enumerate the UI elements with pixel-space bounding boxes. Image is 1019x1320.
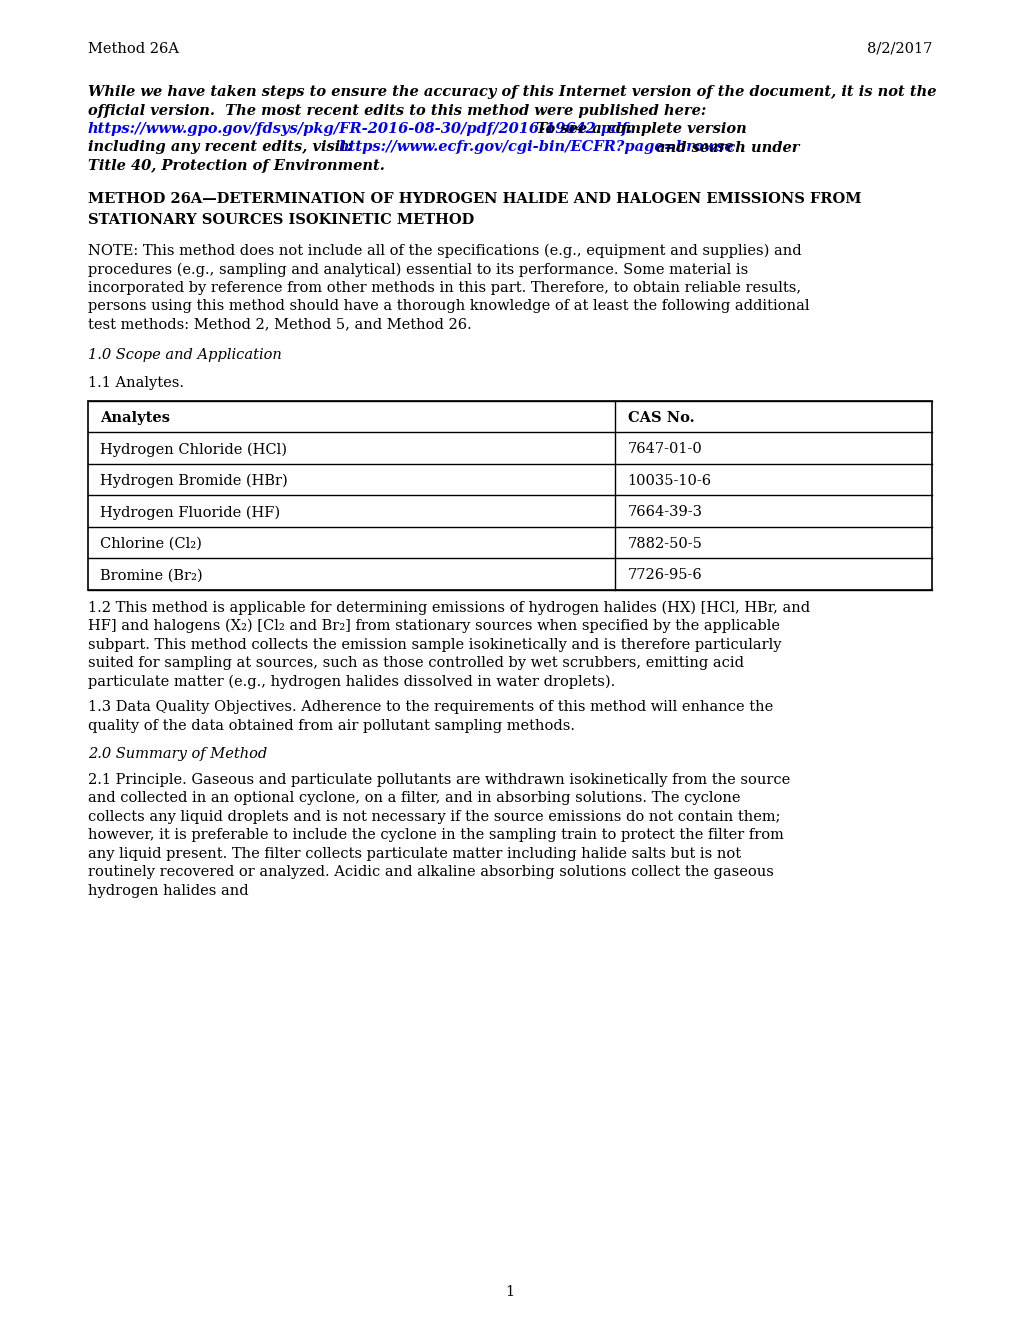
Text: procedures (e.g., sampling and analytical) essential to its performance. Some ma: procedures (e.g., sampling and analytica… <box>88 263 748 277</box>
Text: 7647-01-0: 7647-01-0 <box>627 442 701 457</box>
Text: 1.3 Data Quality Objectives. Adherence to the requirements of this method will e: 1.3 Data Quality Objectives. Adherence t… <box>88 701 772 714</box>
Text: HF] and halogens (X₂) [Cl₂ and Br₂] from stationary sources when specified by th: HF] and halogens (X₂) [Cl₂ and Br₂] from… <box>88 619 780 634</box>
Text: including any recent edits, visit:: including any recent edits, visit: <box>88 140 363 154</box>
Text: persons using this method should have a thorough knowledge of at least the follo: persons using this method should have a … <box>88 300 809 313</box>
Text: CAS No.: CAS No. <box>627 411 694 425</box>
Text: suited for sampling at sources, such as those controlled by wet scrubbers, emitt: suited for sampling at sources, such as … <box>88 656 743 671</box>
Text: incorporated by reference from other methods in this part. Therefore, to obtain : incorporated by reference from other met… <box>88 281 800 294</box>
Text: 7882-50-5: 7882-50-5 <box>627 537 702 550</box>
Text: 1.0 Scope and Application: 1.0 Scope and Application <box>88 348 281 362</box>
Text: STATIONARY SOURCES ISOKINETIC METHOD: STATIONARY SOURCES ISOKINETIC METHOD <box>88 213 474 227</box>
Text: To see a complete version: To see a complete version <box>526 121 746 136</box>
Text: Bromine (Br₂): Bromine (Br₂) <box>100 569 203 582</box>
Text: and collected in an optional cyclone, on a filter, and in absorbing solutions. T: and collected in an optional cyclone, on… <box>88 791 740 805</box>
Text: Hydrogen Chloride (HCl): Hydrogen Chloride (HCl) <box>100 442 286 457</box>
Text: hydrogen halides and: hydrogen halides and <box>88 883 249 898</box>
Text: Hydrogen Bromide (HBr): Hydrogen Bromide (HBr) <box>100 474 287 488</box>
Text: https://www.ecfr.gov/cgi-bin/ECFR?page=browse: https://www.ecfr.gov/cgi-bin/ECFR?page=b… <box>338 140 734 154</box>
Text: NOTE: This method does not include all of the specifications (e.g., equipment an: NOTE: This method does not include all o… <box>88 244 801 259</box>
Text: While we have taken steps to ensure the accuracy of this Internet version of the: While we have taken steps to ensure the … <box>88 84 935 99</box>
Text: Method 26A: Method 26A <box>88 42 178 55</box>
Text: Hydrogen Fluoride (HF): Hydrogen Fluoride (HF) <box>100 506 280 520</box>
Text: routinely recovered or analyzed. Acidic and alkaline absorbing solutions collect: routinely recovered or analyzed. Acidic … <box>88 865 773 879</box>
Text: 1: 1 <box>505 1284 514 1299</box>
Text: METHOD 26A—DETERMINATION OF HYDROGEN HALIDE AND HALOGEN EMISSIONS FROM: METHOD 26A—DETERMINATION OF HYDROGEN HAL… <box>88 191 861 206</box>
Text: 8/2/2017: 8/2/2017 <box>866 42 931 55</box>
Text: 10035-10-6: 10035-10-6 <box>627 474 711 488</box>
Text: 7726-95-6: 7726-95-6 <box>627 569 701 582</box>
Text: quality of the data obtained from air pollutant sampling methods.: quality of the data obtained from air po… <box>88 719 575 733</box>
Text: official version.  The most recent edits to this method were published here:: official version. The most recent edits … <box>88 103 705 117</box>
Text: any liquid present. The filter collects particulate matter including halide salt: any liquid present. The filter collects … <box>88 846 741 861</box>
Text: however, it is preferable to include the cyclone in the sampling train to protec: however, it is preferable to include the… <box>88 828 784 842</box>
Text: and search under: and search under <box>650 140 799 154</box>
Text: Title 40, Protection of Environment.: Title 40, Protection of Environment. <box>88 158 384 173</box>
Text: test methods: Method 2, Method 5, and Method 26.: test methods: Method 2, Method 5, and Me… <box>88 318 472 331</box>
Text: https://www.gpo.gov/fdsys/pkg/FR-2016-08-30/pdf/2016-19642.pdf.: https://www.gpo.gov/fdsys/pkg/FR-2016-08… <box>88 121 633 136</box>
Text: 2.1 Principle. Gaseous and particulate pollutants are withdrawn isokinetically f: 2.1 Principle. Gaseous and particulate p… <box>88 772 790 787</box>
Text: collects any liquid droplets and is not necessary if the source emissions do not: collects any liquid droplets and is not … <box>88 809 780 824</box>
Text: 1.2 This method is applicable for determining emissions of hydrogen halides (HX): 1.2 This method is applicable for determ… <box>88 601 809 615</box>
Text: 7664-39-3: 7664-39-3 <box>627 506 702 519</box>
Text: 1.1 Analytes.: 1.1 Analytes. <box>88 376 183 391</box>
Text: 2.0 Summary of Method: 2.0 Summary of Method <box>88 747 267 760</box>
FancyBboxPatch shape <box>88 401 931 590</box>
Text: subpart. This method collects the emission sample isokinetically and is therefor: subpart. This method collects the emissi… <box>88 638 781 652</box>
Text: Chlorine (Cl₂): Chlorine (Cl₂) <box>100 537 202 550</box>
Text: Analytes: Analytes <box>100 411 170 425</box>
Text: particulate matter (e.g., hydrogen halides dissolved in water droplets).: particulate matter (e.g., hydrogen halid… <box>88 675 614 689</box>
